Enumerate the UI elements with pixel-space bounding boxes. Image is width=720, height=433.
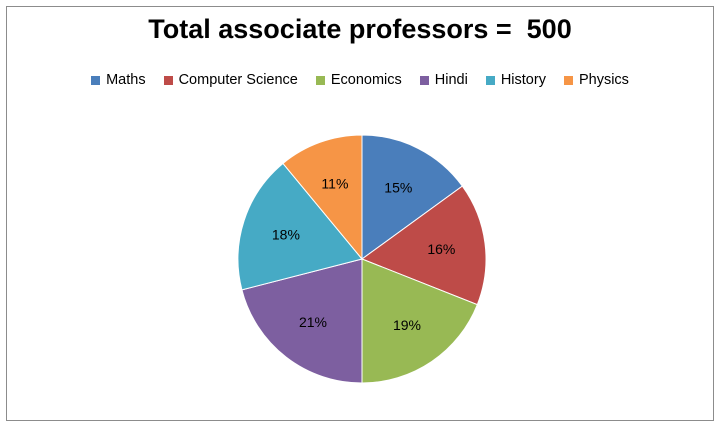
legend-item-economics: Economics — [315, 72, 402, 88]
chart-legend: Maths Computer Science Economics Hindi H… — [0, 72, 720, 88]
pie-slice-economics — [361, 258, 478, 384]
legend-item-maths: Maths — [91, 72, 146, 88]
legend-label-economics: Economics — [330, 72, 402, 88]
legend-label-history: History — [500, 72, 546, 88]
legend-swatch-history — [485, 75, 495, 85]
legend-swatch-computer-science — [163, 75, 173, 85]
pie-label-maths: 15% — [384, 180, 412, 196]
legend-item-physics: Physics — [563, 72, 629, 88]
legend-swatch-economics — [315, 75, 325, 85]
legend-item-hindi: Hindi — [419, 72, 468, 88]
chart-title: Total associate professors = 500 — [148, 14, 572, 44]
legend-swatch-maths — [91, 75, 101, 85]
legend-item-computer-science: Computer Science — [163, 72, 298, 88]
legend-label-physics: Physics — [578, 72, 629, 88]
pie-label-physics: 11% — [321, 176, 348, 192]
pie-slice-hindi — [241, 258, 363, 384]
legend-swatch-physics — [563, 75, 573, 85]
legend-label-hindi: Hindi — [434, 72, 468, 88]
pie-slice-computer-science — [360, 185, 487, 306]
pie-label-computer-science: 16% — [427, 241, 455, 257]
legend-swatch-hindi — [419, 75, 429, 85]
legend-label-computer-science: Computer Science — [178, 72, 298, 88]
pie-slice-physics — [282, 134, 363, 261]
pie-label-hindi: 21% — [299, 314, 327, 330]
pie-label-economics: 19% — [393, 317, 421, 333]
pie-label-history: 18% — [272, 226, 300, 242]
pie-slice-history — [237, 162, 363, 291]
legend-label-maths: Maths — [106, 72, 146, 88]
pie-slice-maths — [361, 134, 464, 260]
legend-item-history: History — [485, 72, 546, 88]
